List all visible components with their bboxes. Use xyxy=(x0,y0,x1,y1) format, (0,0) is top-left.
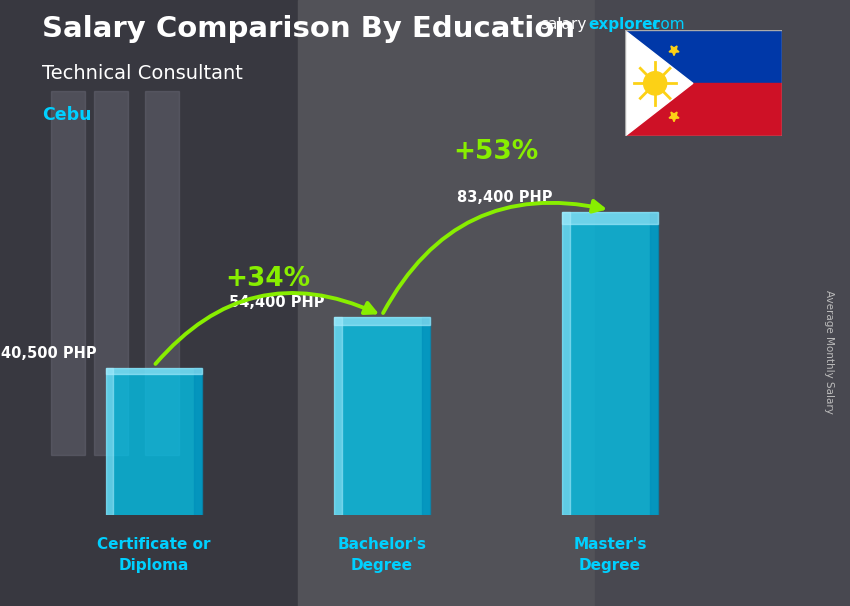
Polygon shape xyxy=(669,46,679,56)
Polygon shape xyxy=(669,112,679,122)
Bar xyxy=(105,368,113,515)
Bar xyxy=(144,91,178,454)
Bar xyxy=(334,318,429,515)
Text: Salary Comparison By Education: Salary Comparison By Education xyxy=(42,15,575,43)
Bar xyxy=(625,84,782,136)
Bar xyxy=(105,368,201,515)
Bar xyxy=(562,212,658,224)
Circle shape xyxy=(643,72,666,95)
Bar xyxy=(625,30,782,84)
Bar xyxy=(0,0,298,606)
Bar xyxy=(562,212,570,515)
Bar xyxy=(595,0,850,606)
Text: +34%: +34% xyxy=(225,266,310,292)
Text: 40,500 PHP: 40,500 PHP xyxy=(1,345,97,361)
Polygon shape xyxy=(613,79,622,88)
Text: .com: .com xyxy=(648,17,685,32)
Text: Cebu: Cebu xyxy=(42,106,92,124)
Text: 54,400 PHP: 54,400 PHP xyxy=(230,295,325,310)
Bar xyxy=(105,368,201,374)
Bar xyxy=(51,91,85,454)
Polygon shape xyxy=(625,30,693,136)
Bar xyxy=(194,368,201,515)
Text: 83,400 PHP: 83,400 PHP xyxy=(457,190,552,205)
Text: Technical Consultant: Technical Consultant xyxy=(42,64,243,82)
Bar xyxy=(562,212,658,515)
Text: explorer: explorer xyxy=(588,17,660,32)
Bar xyxy=(334,318,342,515)
Bar xyxy=(334,318,429,325)
Bar xyxy=(422,318,429,515)
Text: salary: salary xyxy=(540,17,586,32)
Text: Average Monthly Salary: Average Monthly Salary xyxy=(824,290,834,413)
Bar xyxy=(94,91,128,454)
Text: +53%: +53% xyxy=(453,139,538,165)
Bar xyxy=(298,0,595,606)
Bar xyxy=(650,212,658,515)
